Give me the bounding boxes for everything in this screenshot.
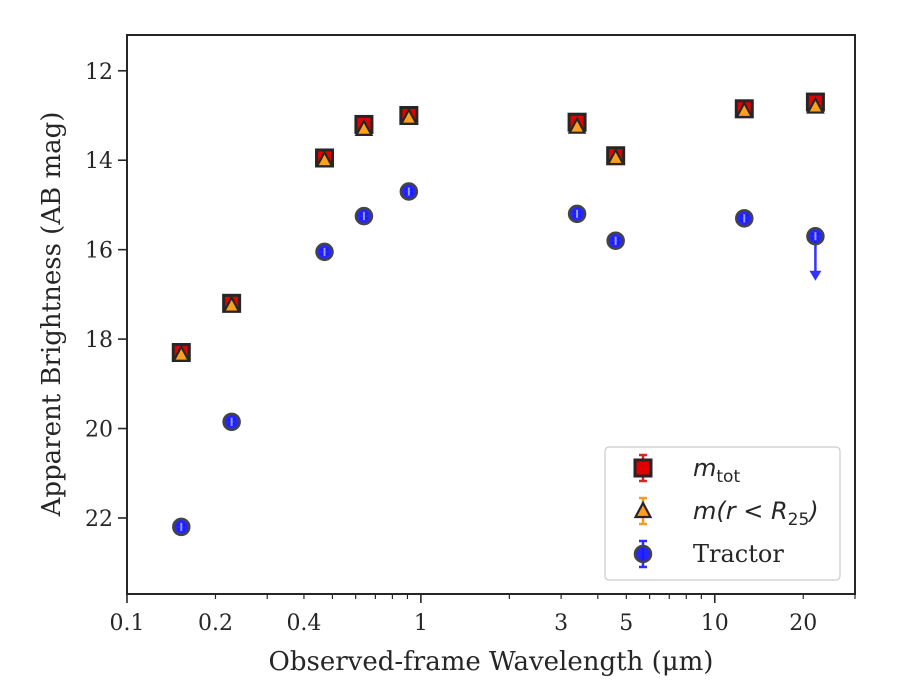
mr25-point	[315, 149, 334, 168]
x-tick-label: 1	[414, 611, 428, 636]
series-mtot	[171, 92, 825, 363]
y-axis-title: Apparent Brightness (AB mag)	[37, 112, 67, 518]
mr25-point	[567, 116, 587, 134]
plot-area-frame	[126, 34, 856, 595]
x-tick-label: 20	[789, 611, 817, 636]
mr25-point	[734, 100, 754, 119]
legend-mtot-marker	[633, 458, 653, 478]
legend-mr25-marker	[633, 500, 653, 519]
y-tick-label: 12	[85, 60, 113, 85]
legend-tractor-label: Tractor	[693, 540, 784, 568]
x-tick-label: 0.4	[286, 611, 321, 636]
legend-mr25-label-sub: 25	[788, 510, 810, 530]
mr25-point	[806, 96, 825, 114]
legend-mtot-label-base: m	[693, 454, 716, 482]
x-axis-title: Observed-frame Wavelength (μm)	[269, 647, 714, 677]
legend: mtot m(r < R25) Tractor	[604, 446, 841, 581]
y-tick-label: 14	[85, 149, 113, 174]
legend-mtot-label-sub: tot	[716, 467, 740, 487]
mr25-point	[222, 295, 241, 313]
x-tick-label: 10	[701, 611, 729, 636]
y-tick-label: 22	[85, 507, 113, 532]
y-tick-label: 20	[85, 418, 113, 443]
mr25-point	[354, 118, 374, 137]
y-tick-label: 18	[85, 328, 113, 353]
mr25-point	[171, 344, 191, 362]
legend-tractor-marker	[633, 544, 653, 564]
mr25-point	[606, 147, 626, 166]
y-tick-label: 16	[85, 239, 113, 264]
x-tick-label: 0.1	[110, 611, 145, 636]
series-mr25	[171, 96, 825, 362]
tractor-upper-limit-arrowhead	[809, 270, 822, 281]
axis-ticks: 0.1 0.2 0.4 1 3 5 10 20 12 14 16 18 20 22	[85, 60, 856, 636]
legend-box	[604, 446, 841, 581]
legend-mr25-label-base: m(r < R	[693, 497, 788, 525]
legend-tractor-label-base: Tractor	[693, 540, 784, 568]
legend-mr25-label-tail: )	[807, 497, 818, 525]
x-tick-label: 3	[554, 611, 568, 636]
legend-mtot-label: mtot	[693, 454, 740, 487]
x-tick-label: 5	[619, 611, 633, 636]
data-marks	[171, 92, 825, 537]
x-tick-label: 0.2	[198, 611, 233, 636]
mr25-point	[399, 107, 419, 125]
legend-mr25-label: m(r < R25)	[693, 497, 819, 530]
series-tractor	[172, 182, 825, 537]
